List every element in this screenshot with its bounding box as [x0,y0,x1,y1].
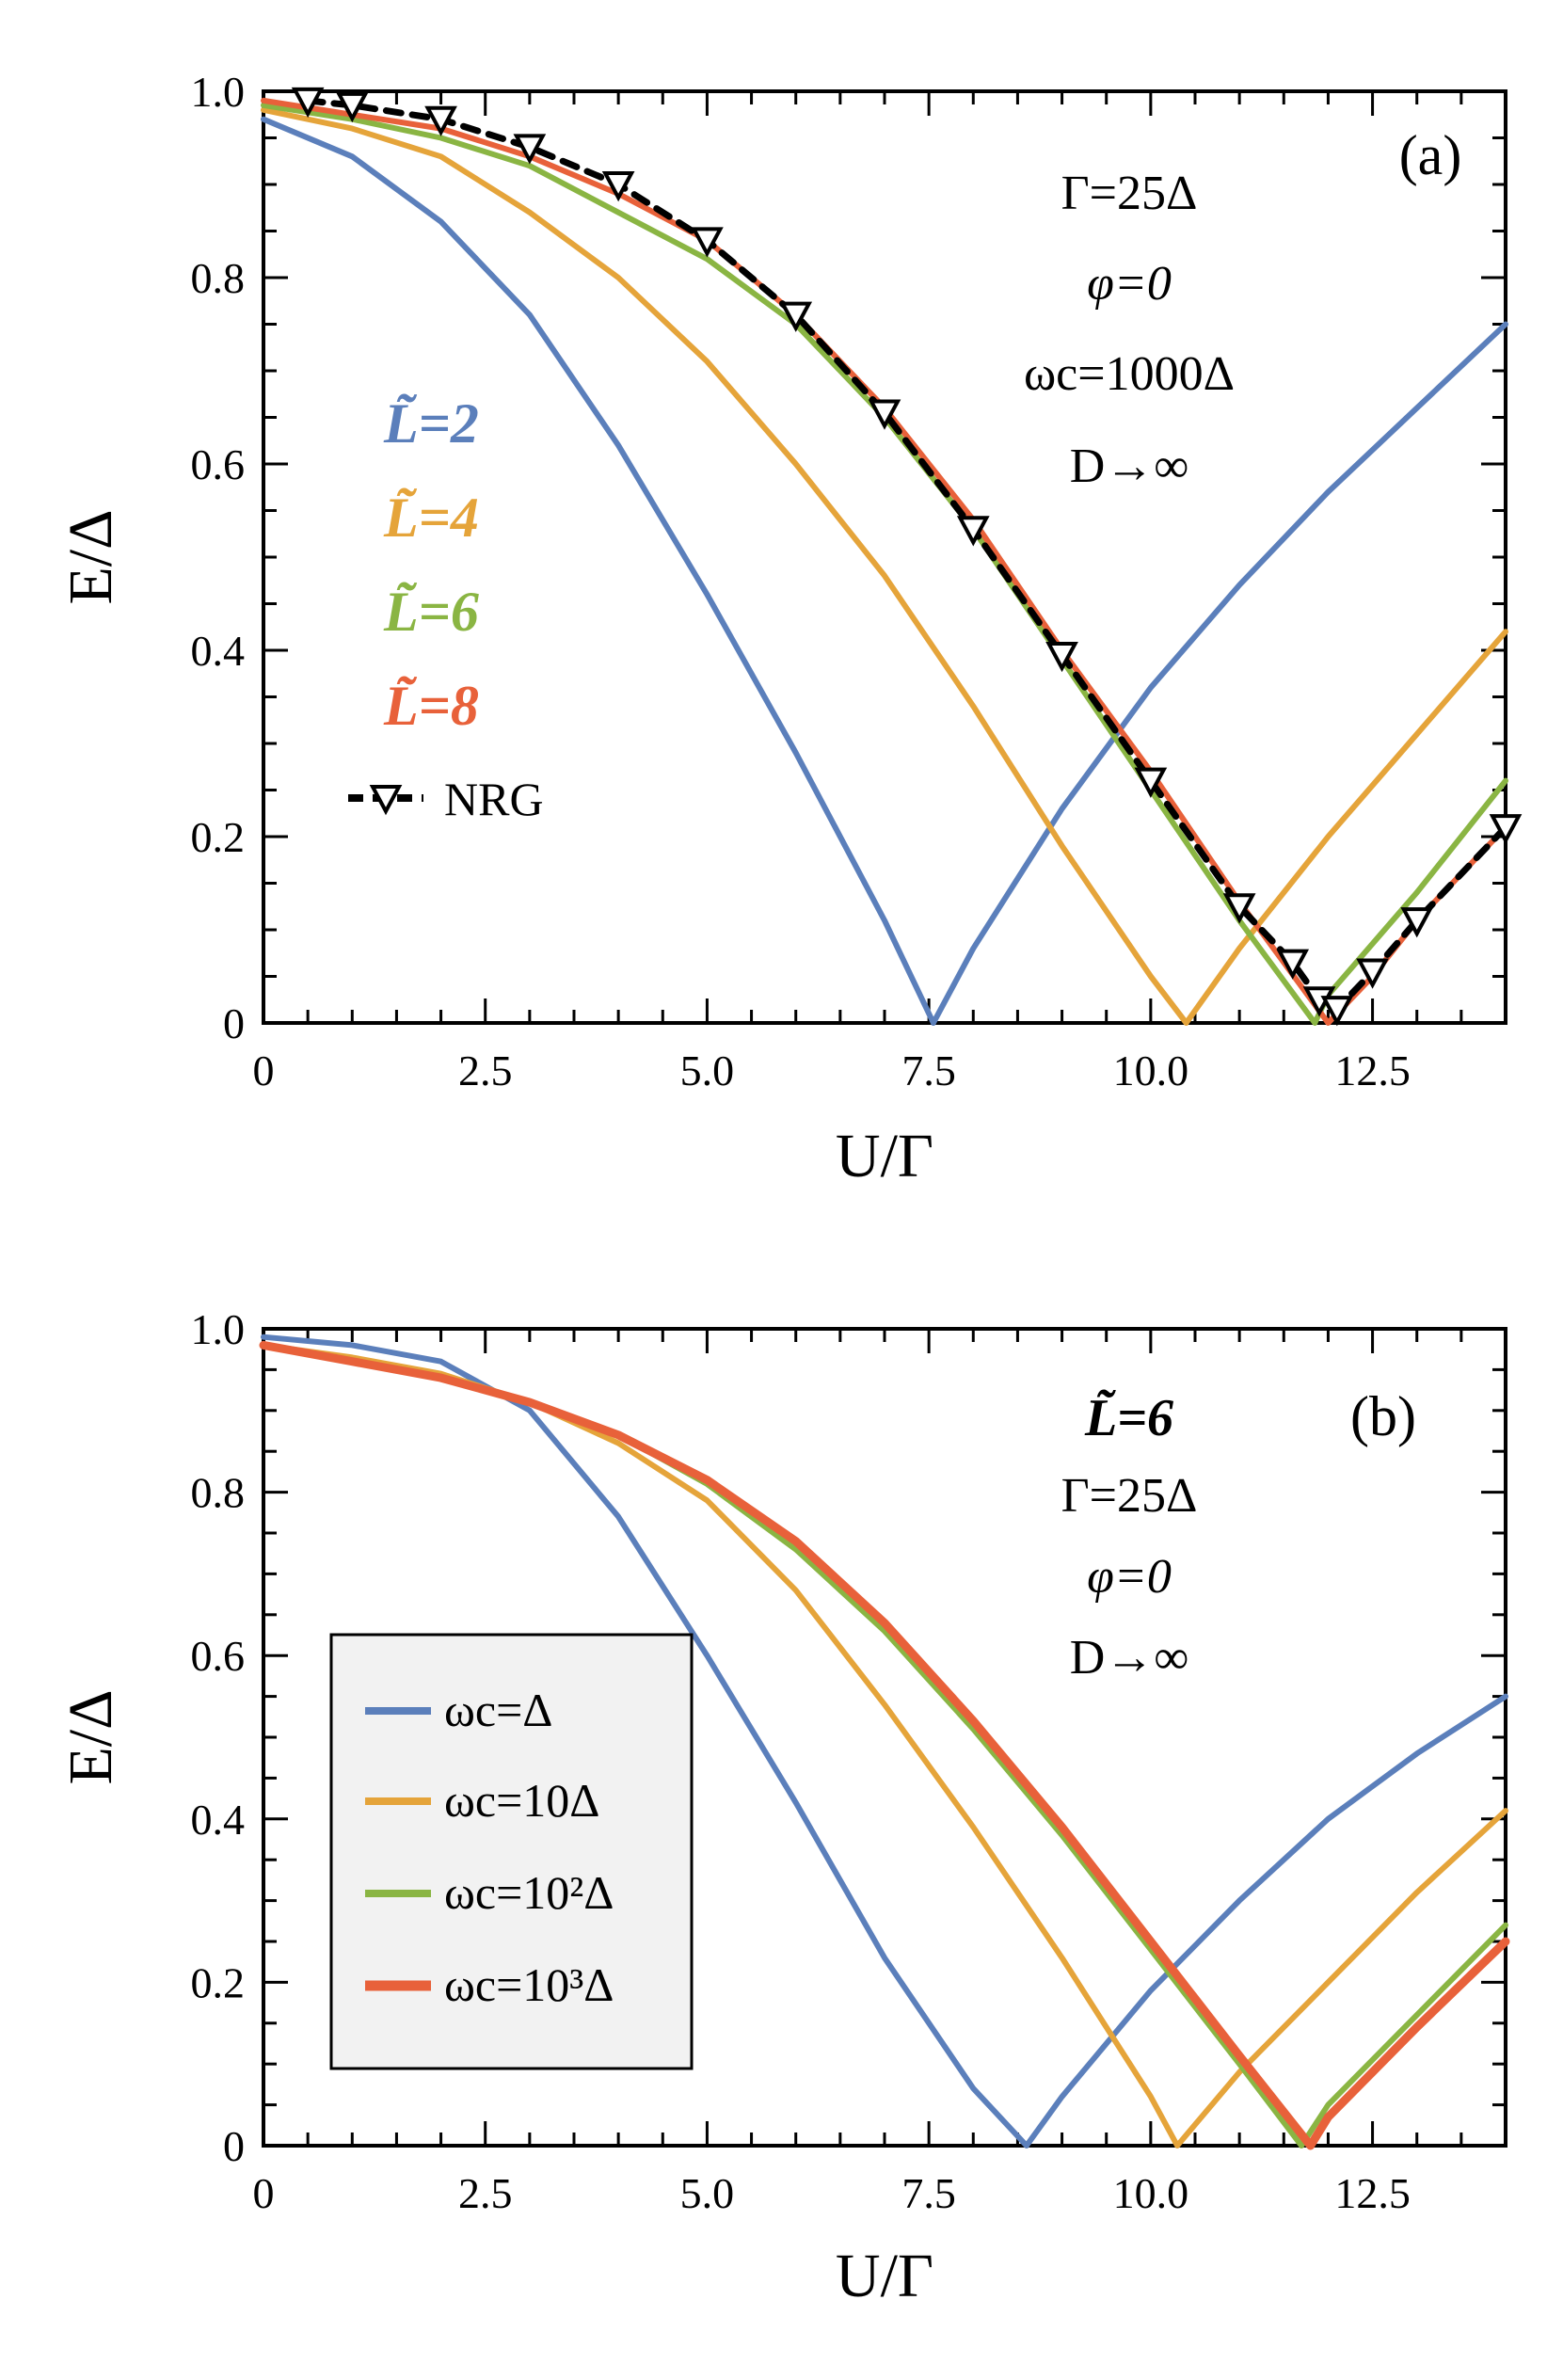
x-tick-label: 5.0 [680,1046,735,1094]
x-tick-label: 2.5 [458,1046,513,1094]
x-tick-label: 12.5 [1334,2169,1411,2217]
nrg-marker [956,516,990,547]
param-phi-b: φ=0 [1087,1550,1172,1604]
y-tick-label: 0 [223,2122,245,2170]
legend-a: L̃=2 L̃=4 L̃=6 L̃=8 NRG [348,392,544,825]
y-tick-label: 0.6 [191,440,246,488]
legend-b-entry-4: ωc=10³Δ [444,1958,614,2011]
nrg-marker [513,134,547,165]
series-line-3 [261,102,1508,1026]
legend-b-entry-1: ωc=Δ [444,1684,552,1736]
y-axis-title-b: E/Δ [56,1689,125,1784]
x-tick-labels-b: 0 2.5 5.0 7.5 10.0 12.5 [253,2169,1411,2217]
legend-a-nrg-marker [369,785,403,816]
y-tick-label: 1.0 [191,68,246,116]
legend-b-entry-2: ωc=10Δ [444,1774,599,1827]
param-omega-a: ωc=1000Δ [1024,347,1235,401]
x-tick-label: 12.5 [1334,1046,1411,1094]
x-axis-title-b: U/Γ [836,2242,933,2310]
series-group-b [259,1334,1510,2150]
series-line-1 [261,1334,1508,2148]
nrg-marker [335,91,369,123]
legend-a-entry-1: L̃=2 [383,392,479,455]
nrg-marker [868,399,901,430]
x-tick-label: 10.0 [1113,1046,1189,1094]
x-tick-label: 0 [253,1046,275,1094]
series-line-2 [261,106,1508,1026]
nrg-marker [1134,767,1168,798]
series-line-1 [261,116,1508,1026]
y-tick-label: 0.2 [191,1958,246,2006]
nrg-marker [1045,641,1078,673]
nrg-marker [691,227,724,258]
series-line-4 [261,97,1508,1026]
panel-label-a: (a) [1399,124,1462,186]
legend-a-entry-4: L̃=8 [383,675,479,737]
nrg-marker [779,301,813,332]
y-tick-label: 0.2 [191,813,246,861]
panel-a: 0 2.5 5.0 7.5 10.0 12.5 00.20.40.60.81.0 U/Γ … [56,68,1523,1190]
x-tick-label: 2.5 [458,2169,513,2217]
nrg-marker [1356,958,1389,989]
x-axis-title-a: U/Γ [836,1122,933,1190]
param-phi-a: φ=0 [1087,257,1172,311]
x-tick-label: 7.5 [901,1046,956,1094]
y-tick-label: 0.6 [191,1632,246,1680]
param-d-b: D→∞ [1070,1631,1189,1685]
x-tick-label: 0 [253,2169,275,2217]
legend-b-entry-3: ωc=10²Δ [444,1866,614,1919]
y-tick-label: 1.0 [191,1305,246,1353]
param-gamma-b: Γ=25Δ [1061,1469,1198,1523]
y-tick-label: 0.4 [191,1796,246,1844]
param-l-b: L̃=6 [1084,1388,1173,1447]
nrg-marker [291,87,325,119]
series-line-4 [259,1340,1510,2150]
series-line-5 [304,97,1509,1013]
legend-a-entry-2: L̃=4 [383,487,479,549]
param-d-a: D→∞ [1070,439,1189,493]
nrg-marker [424,105,457,136]
y-tick-label: 0.4 [191,627,246,675]
nrg-marker [1400,907,1434,938]
x-tick-label: 10.0 [1113,2169,1189,2217]
y-axis-title-a: E/Δ [56,509,125,604]
param-gamma-a: Γ=25Δ [1061,167,1198,220]
legend-a-entry-5: NRG [444,773,544,825]
y-tick-label: 0 [223,999,245,1047]
x-tick-labels-a: 0 2.5 5.0 7.5 10.0 12.5 [253,1046,1411,1094]
x-tick-label: 7.5 [901,2169,956,2217]
ticks-b [262,1327,1507,2148]
nrg-marker [1489,814,1523,845]
legend-b: ωc=Δ ωc=10Δ ωc=10²Δ ωc=10³Δ [329,1633,694,2070]
panel-b: 0 2.5 5.0 7.5 10.0 12.5 00.20.40.60.81.0 U/Γ … [56,1305,1510,2310]
nrg-marker [1320,996,1354,1027]
panel-label-b: (b) [1350,1385,1416,1447]
legend-b-box [329,1633,694,2070]
y-tick-label: 0.8 [191,254,246,302]
series-group-a [261,87,1523,1027]
y-tick-labels-a: 0 0.2 0.4 0.6 0.8 1.0 [191,68,246,1047]
y-tick-labels-b: 0 0.2 0.4 0.6 0.8 1.0 [191,1305,246,2170]
nrg-marker [601,171,635,202]
x-tick-label: 5.0 [680,2169,735,2217]
legend-a-entry-3: L̃=6 [383,581,479,643]
y-tick-label: 0.8 [191,1469,246,1517]
nrg-marker [1222,893,1256,924]
nrg-marker [1276,949,1310,980]
